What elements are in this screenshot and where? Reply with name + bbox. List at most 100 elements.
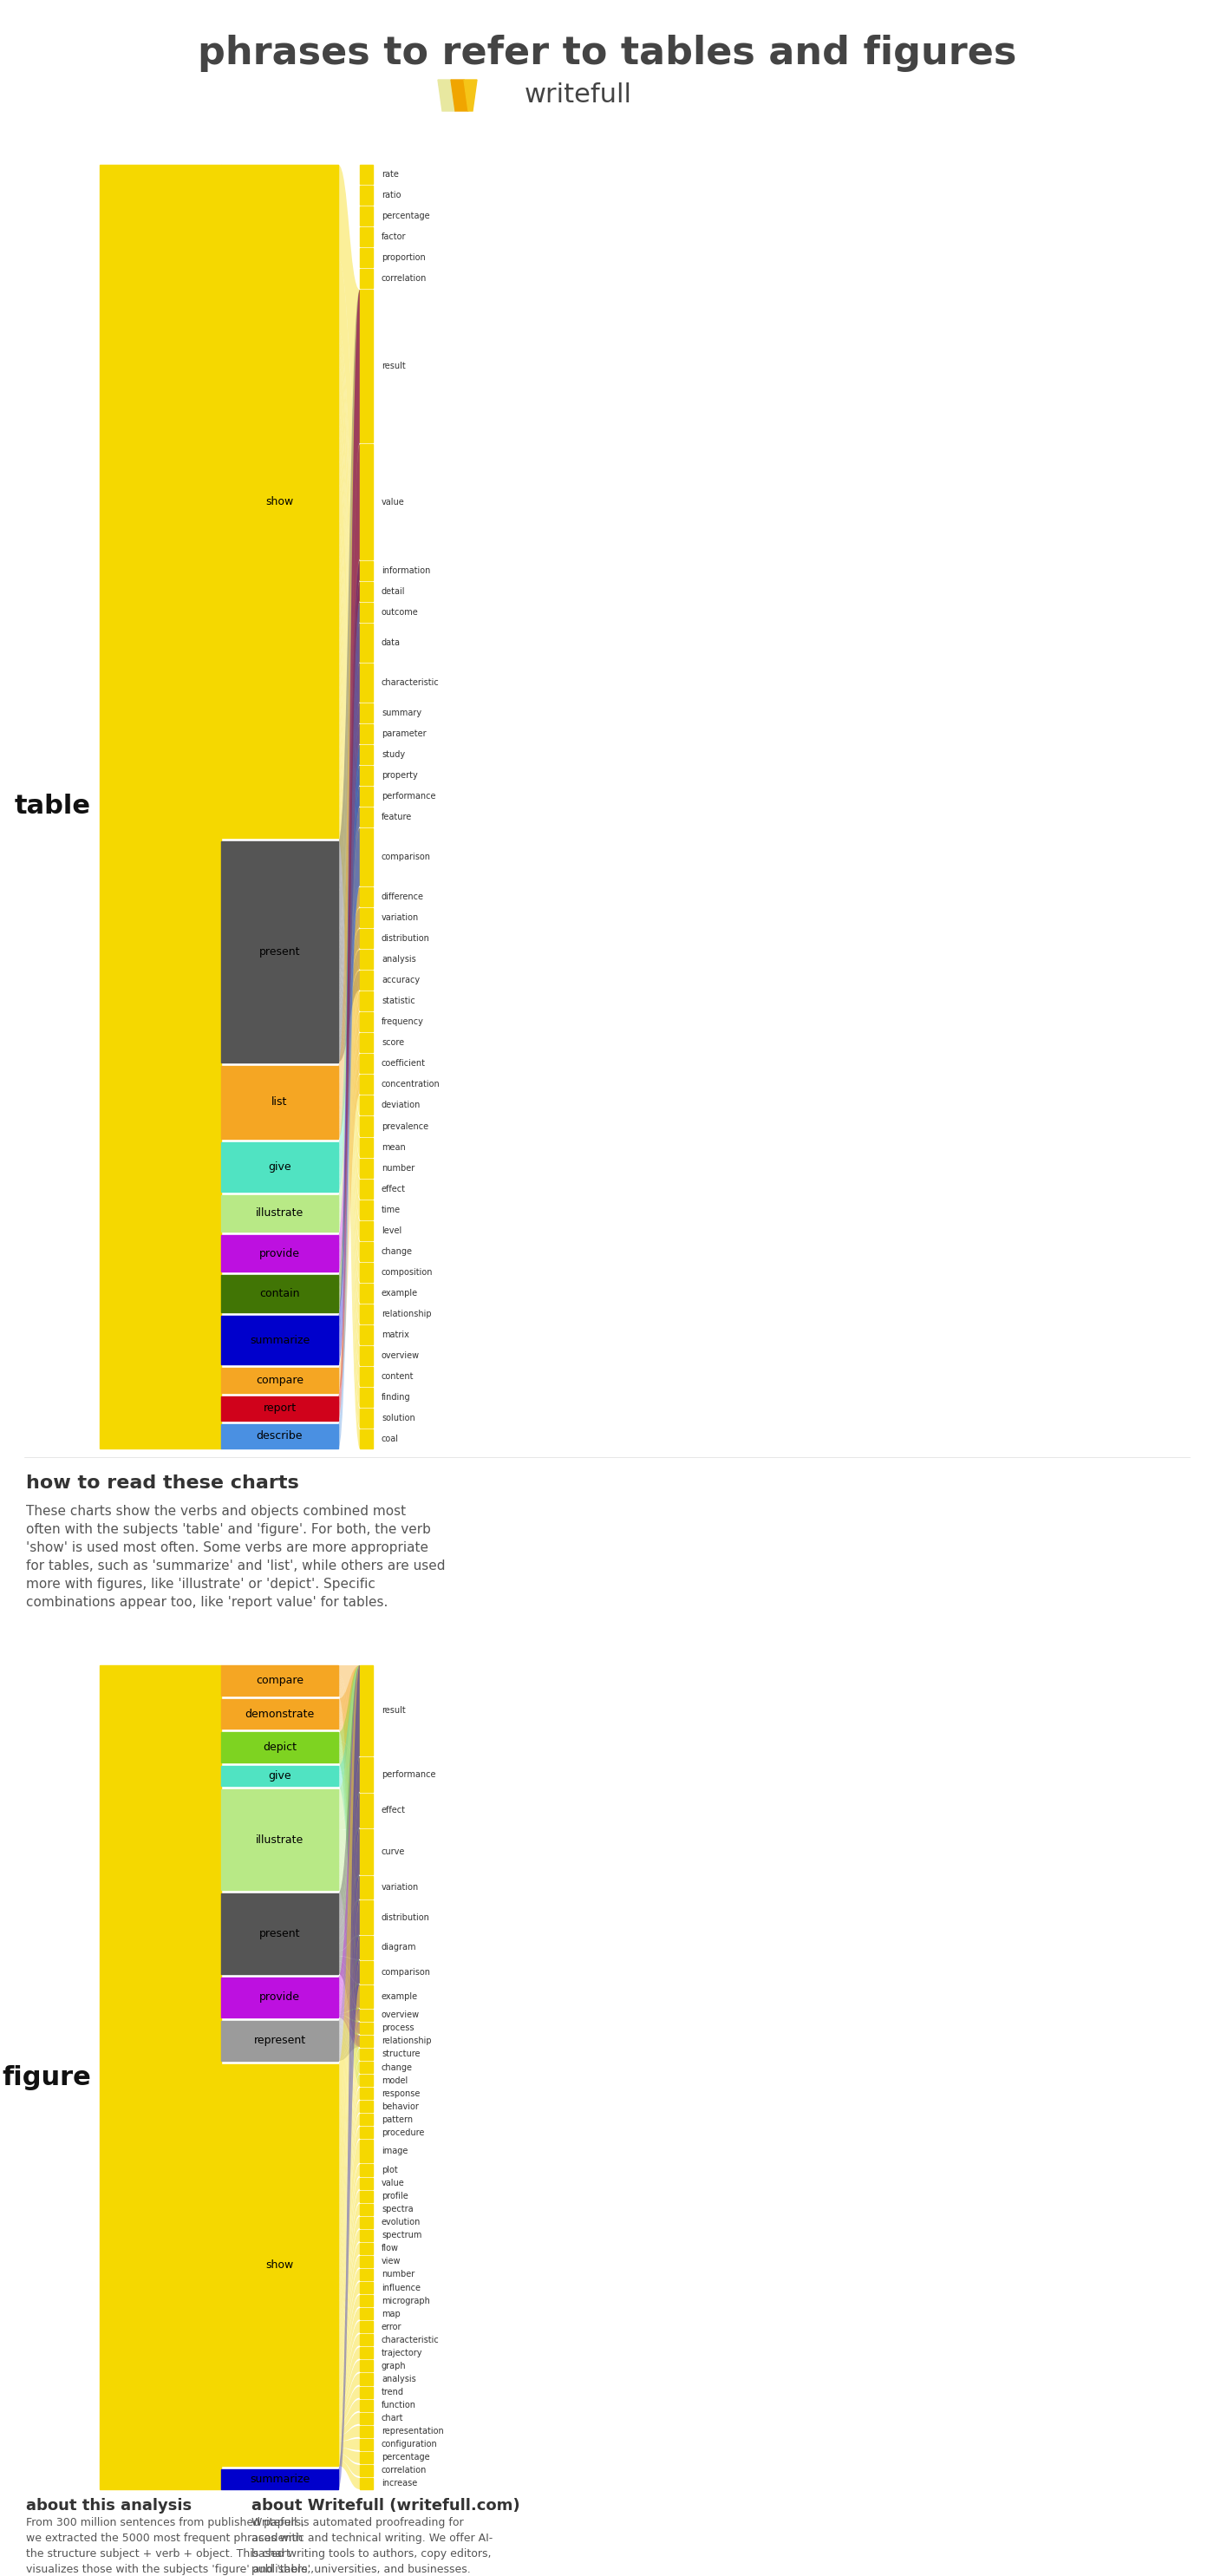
PathPatch shape: [339, 580, 359, 1010]
Text: phrases to refer to tables and figures: phrases to refer to tables and figures: [198, 33, 1016, 72]
PathPatch shape: [339, 755, 359, 1324]
Text: value: value: [381, 497, 404, 505]
PathPatch shape: [339, 1074, 359, 1394]
Text: percentage: percentage: [381, 211, 430, 222]
PathPatch shape: [339, 613, 359, 1074]
Text: parameter: parameter: [381, 729, 426, 737]
PathPatch shape: [339, 1757, 359, 1793]
PathPatch shape: [339, 1783, 359, 1958]
PathPatch shape: [339, 2022, 359, 2254]
Text: factor: factor: [381, 232, 407, 242]
PathPatch shape: [339, 744, 359, 1355]
Bar: [359, 1901, 373, 1935]
Bar: [359, 1115, 373, 1136]
PathPatch shape: [339, 1752, 359, 1935]
PathPatch shape: [339, 2061, 359, 2272]
PathPatch shape: [339, 1664, 359, 2112]
PathPatch shape: [339, 765, 359, 1358]
Text: process: process: [381, 2025, 414, 2032]
PathPatch shape: [339, 2218, 359, 2344]
PathPatch shape: [339, 1674, 359, 1793]
Bar: [359, 829, 373, 886]
Text: summary: summary: [381, 708, 421, 716]
Bar: [359, 1664, 373, 1757]
Bar: [221, 1275, 339, 1311]
Text: model: model: [381, 2076, 408, 2084]
Bar: [359, 603, 373, 621]
Text: compare: compare: [256, 1376, 304, 1386]
Text: table: table: [15, 793, 91, 819]
PathPatch shape: [339, 1721, 359, 1958]
PathPatch shape: [339, 672, 359, 1177]
PathPatch shape: [339, 2014, 359, 2035]
Text: graph: graph: [381, 2362, 407, 2370]
Bar: [221, 1790, 339, 1891]
PathPatch shape: [339, 1054, 359, 1391]
PathPatch shape: [339, 626, 359, 1095]
PathPatch shape: [339, 446, 359, 1412]
Bar: [359, 1368, 373, 1386]
PathPatch shape: [339, 582, 359, 1280]
Text: how to read these charts: how to read these charts: [25, 1473, 299, 1492]
PathPatch shape: [339, 1842, 359, 1899]
PathPatch shape: [339, 806, 359, 1443]
PathPatch shape: [339, 1664, 359, 1986]
PathPatch shape: [339, 1664, 359, 1914]
Text: provide: provide: [260, 1247, 300, 1260]
PathPatch shape: [339, 732, 359, 1283]
Bar: [359, 1159, 373, 1177]
Text: comparison: comparison: [381, 853, 431, 860]
PathPatch shape: [339, 1955, 359, 1984]
PathPatch shape: [339, 703, 359, 1419]
PathPatch shape: [339, 703, 359, 1435]
PathPatch shape: [339, 603, 359, 1054]
Bar: [221, 1978, 339, 2017]
PathPatch shape: [339, 2102, 359, 2290]
PathPatch shape: [339, 1937, 359, 2488]
PathPatch shape: [339, 1875, 359, 2002]
PathPatch shape: [339, 744, 359, 1303]
Bar: [359, 1409, 373, 1427]
PathPatch shape: [339, 1829, 359, 1940]
PathPatch shape: [339, 2177, 359, 2326]
Text: rate: rate: [381, 170, 398, 178]
PathPatch shape: [339, 562, 359, 1278]
Bar: [359, 1242, 373, 1260]
Bar: [359, 665, 373, 701]
Text: data: data: [381, 639, 401, 647]
PathPatch shape: [339, 603, 359, 1414]
PathPatch shape: [339, 786, 359, 1193]
PathPatch shape: [339, 724, 359, 1262]
PathPatch shape: [339, 1937, 359, 2053]
Bar: [359, 2231, 373, 2241]
PathPatch shape: [339, 665, 359, 974]
Text: distribution: distribution: [381, 1914, 430, 1922]
PathPatch shape: [339, 1757, 359, 1922]
Bar: [359, 2074, 373, 2087]
Polygon shape: [438, 80, 455, 111]
PathPatch shape: [339, 1793, 359, 1994]
PathPatch shape: [339, 1692, 359, 1984]
PathPatch shape: [339, 886, 359, 1038]
PathPatch shape: [339, 724, 359, 1224]
Bar: [359, 992, 373, 1010]
Text: prevalence: prevalence: [381, 1123, 429, 1131]
PathPatch shape: [339, 1718, 359, 1899]
Bar: [221, 1734, 339, 1762]
PathPatch shape: [339, 1682, 359, 1875]
PathPatch shape: [339, 1793, 359, 1829]
PathPatch shape: [339, 623, 359, 1347]
Bar: [359, 1430, 373, 1448]
Text: number: number: [381, 1164, 415, 1172]
PathPatch shape: [339, 531, 359, 927]
PathPatch shape: [339, 829, 359, 1139]
Bar: [359, 1388, 373, 1406]
PathPatch shape: [339, 1741, 359, 1793]
PathPatch shape: [339, 1986, 359, 2014]
Bar: [359, 2308, 373, 2318]
PathPatch shape: [339, 703, 359, 1175]
PathPatch shape: [339, 623, 359, 961]
PathPatch shape: [339, 765, 359, 1126]
PathPatch shape: [339, 562, 359, 935]
Text: content: content: [381, 1373, 414, 1381]
